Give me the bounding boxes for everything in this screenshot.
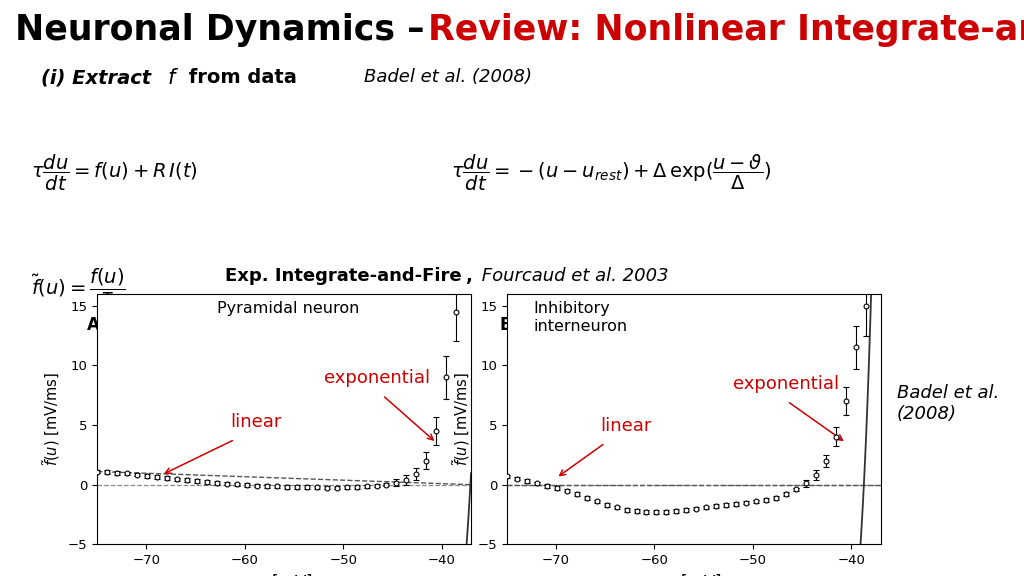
Y-axis label: $\tilde{f}(u)$ [mV/ms]: $\tilde{f}(u)$ [mV/ms] (41, 372, 62, 466)
Y-axis label: $\tilde{f}(u)$ [mV/ms]: $\tilde{f}(u)$ [mV/ms] (451, 372, 472, 466)
Text: Neuronal Dynamics –: Neuronal Dynamics – (15, 13, 437, 47)
Text: Badel et al.
(2008): Badel et al. (2008) (897, 384, 999, 423)
Text: linear: linear (600, 416, 651, 434)
Text: $\tilde{f}(u) = \dfrac{f(u)}{\tau}$: $\tilde{f}(u) = \dfrac{f(u)}{\tau}$ (31, 267, 126, 306)
X-axis label: $u$ [mV]: $u$ [mV] (256, 573, 312, 576)
Text: Inhibitory
interneuron: Inhibitory interneuron (534, 301, 627, 334)
Text: Exp. Integrate-and-Fire: Exp. Integrate-and-Fire (225, 267, 462, 285)
Text: Pyramidal neuron: Pyramidal neuron (217, 301, 359, 316)
Text: linear: linear (230, 413, 282, 431)
Text: Review: Nonlinear Integrate-and-fire: Review: Nonlinear Integrate-and-fire (428, 13, 1024, 47)
Text: Badel et al. (2008): Badel et al. (2008) (364, 68, 531, 86)
Text: exponential: exponential (733, 375, 840, 393)
Text: $\mathbf{\mathit{f}}$: $\mathbf{\mathit{f}}$ (167, 68, 179, 88)
Text: $\tau \dfrac{du}{dt} = -(u - u_{rest}) + \Delta\,\exp(\dfrac{u - \vartheta}{\Del: $\tau \dfrac{du}{dt} = -(u - u_{rest}) +… (451, 153, 771, 194)
Text: ,: , (466, 267, 473, 285)
Text: exponential: exponential (324, 369, 430, 387)
Text: from data: from data (182, 68, 297, 87)
Text: Fourcaud et al. 2003: Fourcaud et al. 2003 (476, 267, 669, 285)
Text: $\tau \dfrac{du}{dt} = f(u) + R\,I(t)$: $\tau \dfrac{du}{dt} = f(u) + R\,I(t)$ (31, 153, 198, 194)
Text: A: A (87, 316, 100, 334)
X-axis label: $u$ [mV]: $u$ [mV] (666, 573, 722, 576)
Text: (i) Extract: (i) Extract (41, 68, 158, 87)
Text: B: B (500, 316, 512, 334)
